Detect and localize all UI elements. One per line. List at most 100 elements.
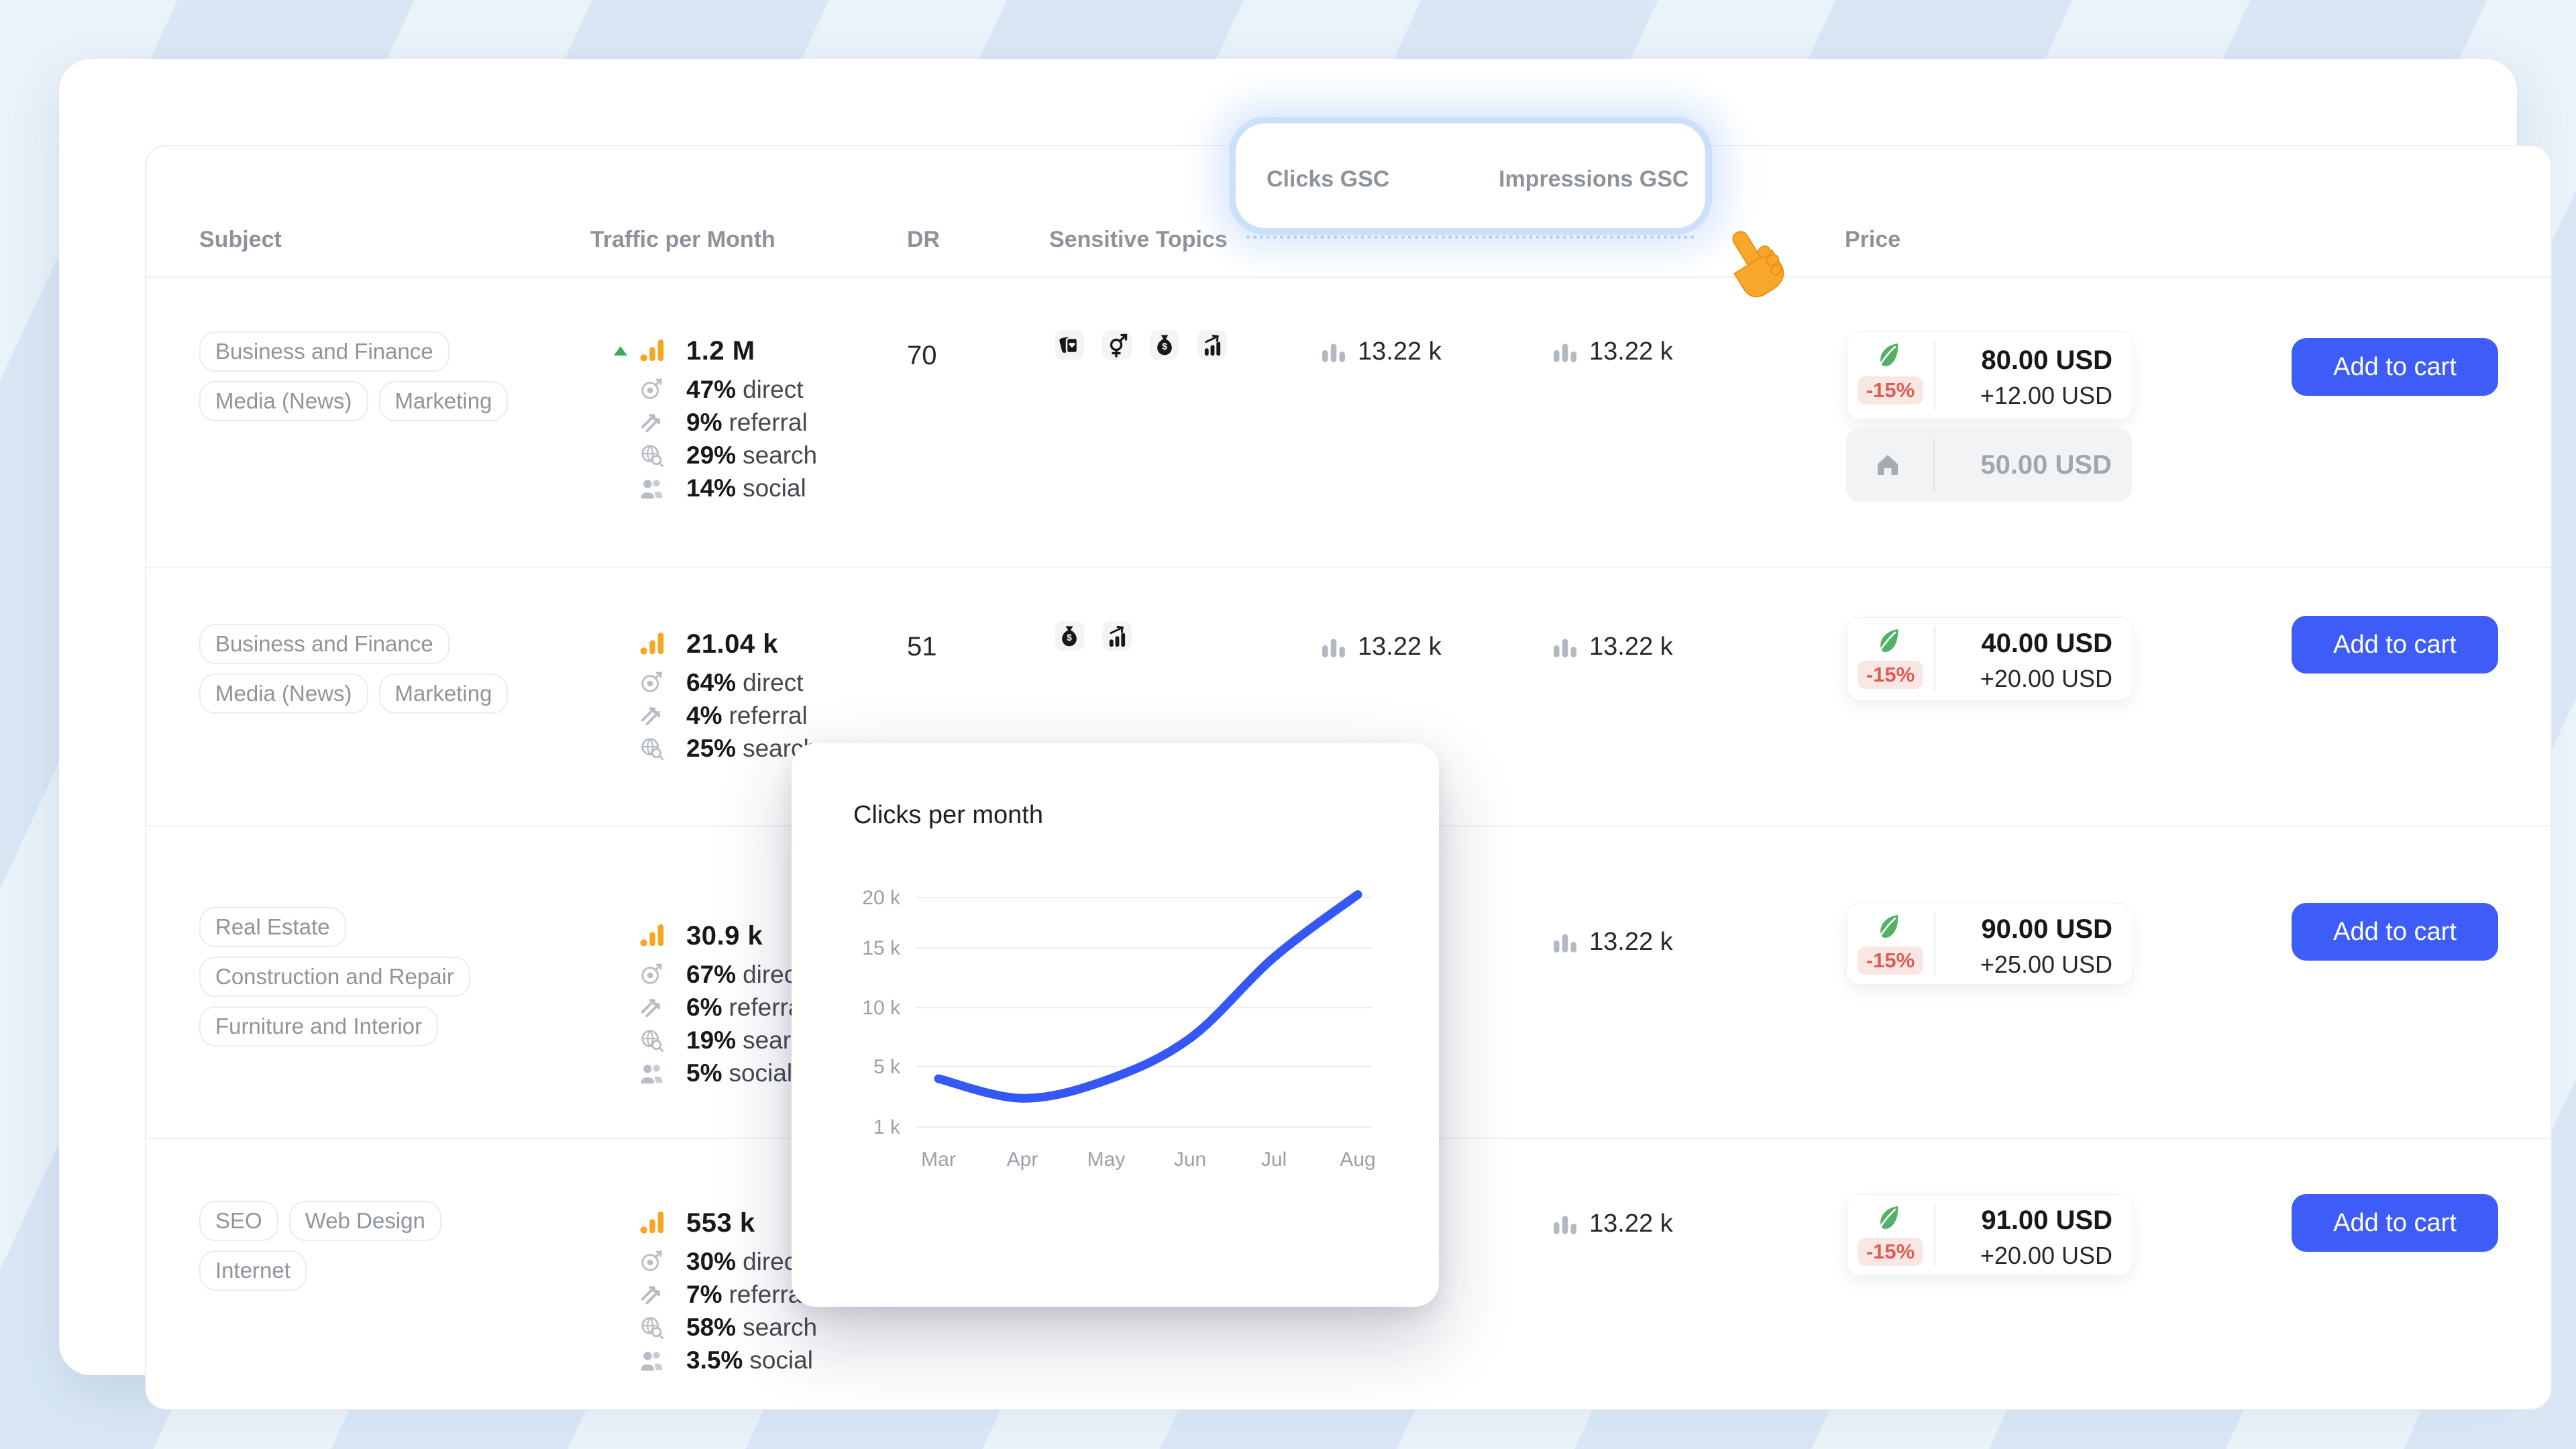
price-extra: +20.00 USD — [1980, 1242, 2112, 1269]
social-people-icon — [641, 479, 663, 498]
bars-icon — [1554, 639, 1576, 657]
divider — [1934, 341, 1935, 410]
direct-icon — [641, 671, 662, 692]
stat-value: 4% — [686, 701, 722, 729]
tag: SEO — [199, 1201, 278, 1241]
price-block: -15% 80.00 USD +12.00 USD 50.00 USD — [1846, 331, 2133, 502]
discount-price-option[interactable]: -15% 90.00 USD +25.00 USD — [1846, 903, 2133, 985]
stat-label: direct — [743, 375, 804, 403]
table-header: Subject Traffic per Month DR Sensitive T… — [146, 146, 2551, 278]
discount-badge: -15% — [1858, 947, 1923, 975]
traffic-block: 1.2 M 47% direct 9% referral 29% search 14%… — [612, 334, 817, 504]
house-icon — [1878, 455, 1898, 475]
referral-icon — [641, 1285, 660, 1304]
discount-badge: -15% — [1858, 376, 1923, 405]
tag: Business and Finance — [199, 331, 449, 372]
direct-icon — [641, 1250, 662, 1271]
bars-icon — [1322, 639, 1345, 657]
table-row: Business and Finance Media (News) Market… — [146, 567, 2551, 826]
stat-value: 30% — [686, 1247, 737, 1275]
add-to-cart-button[interactable]: Add to cart — [2292, 903, 2498, 961]
subject-tags: Real Estate Construction and Repair Furn… — [199, 907, 470, 1046]
trading-chart-icon — [1102, 621, 1132, 651]
dr-value: 70 — [907, 341, 937, 370]
popup-title: Clicks per month — [853, 801, 1043, 829]
column-header-traffic: Traffic per Month — [590, 227, 775, 252]
stat-value: 29% — [686, 441, 737, 469]
search-globe-icon — [641, 737, 664, 760]
direct-icon — [641, 963, 662, 984]
column-header-subject: Subject — [199, 227, 282, 252]
svg-text:Apr: Apr — [1007, 1148, 1038, 1171]
stat-label: social — [749, 1346, 813, 1374]
subject-tags: Business and Finance Media (News) Market… — [199, 331, 508, 421]
price-block: -15% 91.00 USD +20.00 USD — [1846, 1194, 2133, 1276]
dr-value: 51 — [907, 632, 937, 661]
price-current: 80.00 USD — [1981, 345, 2112, 375]
add-to-cart-button[interactable]: Add to cart — [2292, 616, 2498, 674]
base-price-option[interactable]: 50.00 USD — [1846, 428, 2132, 502]
price-current: 90.00 USD — [1981, 914, 2112, 944]
traffic-total: 30.9 k — [686, 920, 763, 951]
gambling-cards-icon — [1055, 330, 1084, 360]
tag: Construction and Repair — [199, 957, 470, 997]
table-row: Business and Finance Media (News) Market… — [146, 276, 2551, 568]
tag: Internet — [199, 1250, 307, 1291]
trend-up-icon — [612, 344, 639, 358]
discount-badge: -15% — [1858, 661, 1923, 689]
svg-text:Mar: Mar — [921, 1148, 956, 1171]
sensitive-topics — [1055, 330, 1227, 360]
stat-value: 25% — [686, 734, 737, 762]
price-current: 40.00 USD — [1981, 629, 2112, 658]
subject-tags: SEO Web Design Internet — [199, 1201, 441, 1291]
referral-icon — [641, 706, 660, 725]
price-block: -15% 40.00 USD +20.00 USD — [1846, 617, 2133, 700]
social-people-icon — [641, 1064, 663, 1083]
stat-value: 9% — [686, 408, 722, 436]
bars-icon — [1554, 1216, 1576, 1234]
stat-value: 64% — [686, 668, 737, 696]
stat-label: social — [729, 1059, 793, 1087]
tag: Business and Finance — [199, 624, 449, 664]
leaf-icon — [1877, 342, 1899, 369]
stat-value: 5% — [686, 1059, 722, 1087]
direct-icon — [641, 378, 662, 399]
tag: Furniture and Interior — [199, 1006, 439, 1046]
bars-icon — [1554, 343, 1576, 362]
svg-text:5 k: 5 k — [873, 1056, 901, 1078]
tag: Real Estate — [199, 907, 346, 947]
clicks-line-chart: 20 k 15 k 10 k 5 k 1 k Mar Apr May Jun Jul Aug — [862, 887, 1375, 1171]
tutorial-spotlight-gsc-columns: Clicks GSC Impressions GSC — [1236, 123, 1705, 239]
stat-label: search — [743, 441, 818, 469]
adult-gender-icon — [1102, 330, 1132, 360]
traffic-block: 30.9 k 67% direct 6% referral 19% search 5%… — [612, 919, 817, 1089]
traffic-block: 21.04 k 64% direct 4% referral 25% search — [612, 627, 817, 765]
discount-price-option[interactable]: -15% 40.00 USD +20.00 USD — [1846, 617, 2133, 700]
subject-tags: Business and Finance Media (News) Market… — [199, 624, 508, 714]
stat-label: referral — [729, 701, 808, 729]
discount-price-option[interactable]: -15% 91.00 USD +20.00 USD — [1846, 1194, 2133, 1276]
pointing-hand-cursor-icon — [1715, 221, 1792, 303]
tag: Web Design — [288, 1201, 441, 1241]
stat-label: referral — [729, 408, 808, 436]
tag: Media (News) — [199, 381, 368, 421]
price-base: 50.00 USD — [1980, 450, 2112, 480]
add-to-cart-button[interactable]: Add to cart — [2292, 338, 2498, 396]
social-people-icon — [641, 1351, 663, 1371]
divider — [1934, 1204, 1935, 1266]
add-to-cart-button[interactable]: Add to cart — [2292, 1194, 2498, 1252]
discount-price-option[interactable]: -15% 80.00 USD +12.00 USD — [1846, 331, 2133, 420]
money-bag-icon — [1150, 330, 1179, 360]
divider — [1933, 437, 1935, 492]
clicks-gsc-value: 13.22 k — [1322, 335, 1442, 368]
column-header-dr: DR — [907, 227, 941, 252]
stat-value: 19% — [686, 1026, 737, 1054]
tag: Media (News) — [199, 674, 368, 714]
sensitive-topics — [1055, 621, 1132, 651]
price-current: 91.00 USD — [1981, 1205, 2112, 1235]
money-bag-icon — [1055, 621, 1084, 651]
clicks-gsc-value: 13.22 k — [1322, 631, 1442, 663]
stat-value: 3.5% — [686, 1346, 743, 1374]
stat-label: direct — [743, 668, 804, 696]
discount-badge: -15% — [1858, 1238, 1923, 1266]
